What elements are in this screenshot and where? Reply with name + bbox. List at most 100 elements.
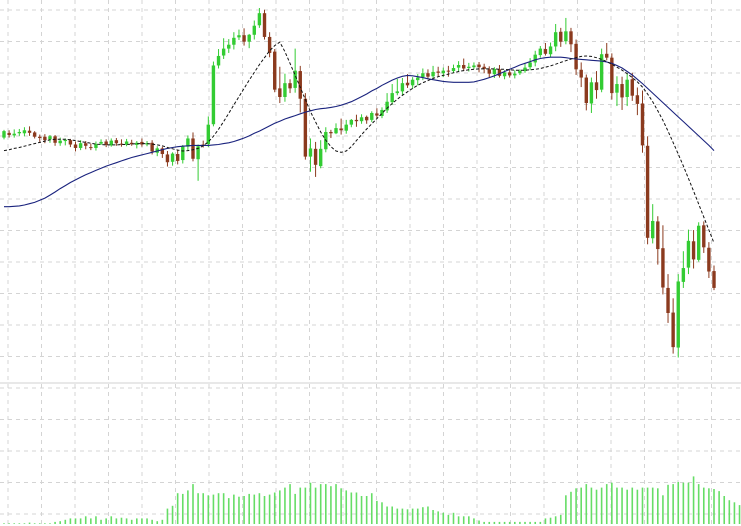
candle-down [671,312,675,348]
candle-up [625,79,629,97]
candle-up [22,130,27,134]
candle-up [467,66,471,69]
candle-down [104,141,108,145]
candle-down [267,36,272,53]
candle-down [73,144,78,148]
candle-up [523,67,527,72]
candle-down [339,128,343,131]
candle-up [344,124,348,131]
candle-down [661,248,665,288]
candle-down [605,53,609,58]
candle-down [273,51,277,90]
candle-down [507,72,512,76]
candle-up [145,143,149,145]
ma-slow-line [4,56,715,208]
candle-up [380,109,384,116]
candle-down [84,143,88,146]
candle-up [421,73,425,78]
candle-up [257,13,262,26]
candle-up [211,65,216,125]
candle-up [232,37,236,45]
candle-up [48,136,52,140]
candle-up [528,62,532,68]
candle-down [313,148,318,165]
candle-down [165,154,170,163]
candle-up [359,117,364,122]
candle-down [150,142,154,152]
candle-down [569,31,573,45]
candle-up [206,124,211,145]
volume-bars [3,476,741,524]
candle-up [410,79,415,86]
candle-up [318,148,323,167]
candle-up [564,31,568,42]
candle-down [27,130,32,133]
candle-up [615,84,619,93]
candle-up [135,142,139,145]
candle-down [140,141,144,145]
candle-up [293,70,297,88]
candle-down [620,84,624,98]
candle-down [594,82,599,91]
candle-up [109,140,113,146]
candle-down [160,148,165,155]
candle-down [666,287,670,313]
candle-down [288,83,292,89]
candle-up [247,34,251,42]
candle-down [426,73,430,77]
candle-up [676,281,680,348]
candle-up [186,138,190,147]
candle-up [400,83,405,92]
candle-down [645,145,650,238]
candle-down [707,247,711,272]
candle-up [548,46,553,55]
candle-up [334,128,338,134]
candle-up [2,131,6,138]
candle-down [702,225,706,248]
candle-down [462,65,466,69]
candle-down [712,271,716,288]
candle-down [354,119,359,122]
candle-down [38,136,42,139]
candle-up [370,112,374,120]
candle-down [436,71,440,73]
candle-up [216,55,221,66]
candle-down [191,138,195,159]
candle-up [63,139,67,142]
candle-up [651,220,655,239]
candle-up [589,82,594,104]
candle-up [686,240,691,268]
candle-up [124,141,129,145]
candle-up [441,70,445,74]
candle-up [456,65,461,68]
candle-down [584,77,589,104]
candle-up [221,48,226,56]
candle-down [303,98,308,157]
candle-down [242,35,246,42]
candle-down [656,221,660,250]
candle-up [196,146,200,160]
candle-down [175,154,180,161]
candle-up [385,101,389,111]
candle-up [237,35,241,38]
candle-down [114,140,119,144]
candle-down [43,136,47,141]
candle-down [446,70,451,72]
price-candles [2,8,716,358]
candle-up [58,140,62,144]
moving-averages [3,41,715,244]
candle-up [492,68,497,75]
candle-up [395,91,400,94]
candle-up [513,73,517,76]
candle-up [308,148,313,157]
candle-down [32,132,37,137]
candle-up [349,119,354,125]
candle-up [17,131,22,134]
candle-down [640,103,645,146]
candle-up [472,65,476,68]
candle-up [170,153,175,162]
candle-down [487,69,491,74]
